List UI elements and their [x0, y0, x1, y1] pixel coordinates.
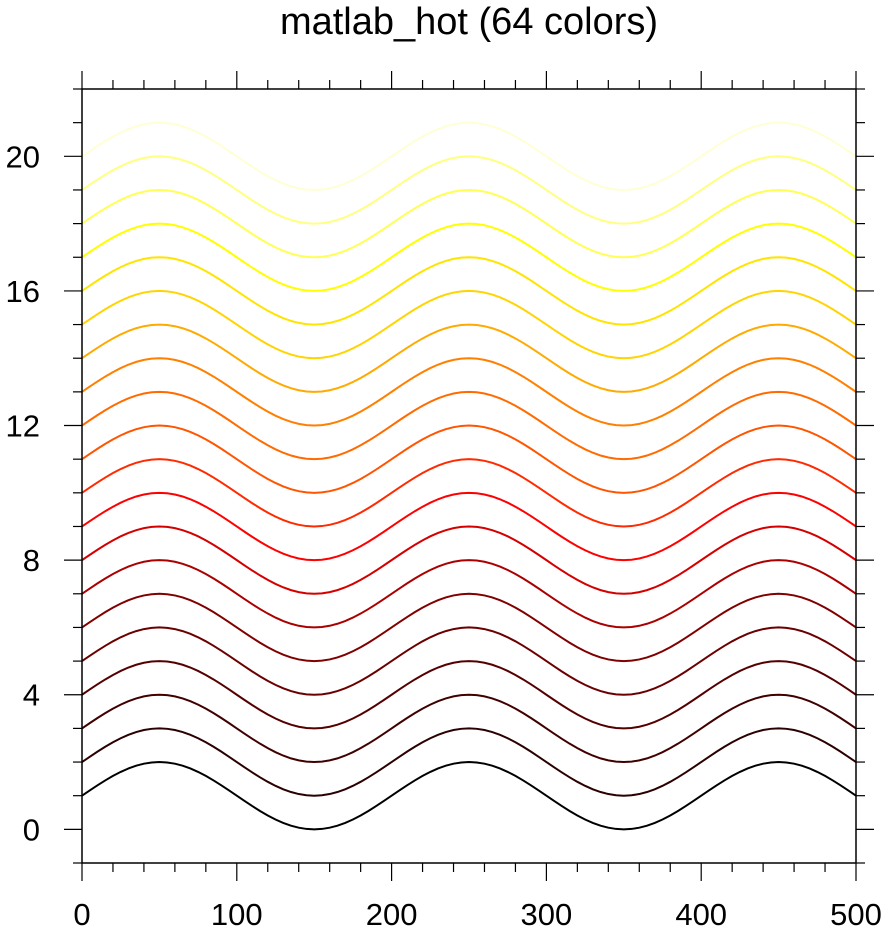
- x-tick-label: 0: [73, 897, 90, 932]
- x-tick-label: 400: [675, 897, 727, 932]
- x-tick-label: 100: [211, 897, 263, 932]
- y-tick-label: 16: [6, 274, 40, 309]
- y-tick-label: 4: [23, 678, 40, 713]
- axes-layer: 0 100 200 300 400 500 0 4 8 12 16 20: [6, 71, 882, 932]
- series-line-4: [81, 626, 857, 696]
- series-line-15: [81, 256, 857, 326]
- plot-frame: [81, 88, 857, 864]
- series-line-6: [81, 559, 857, 629]
- y-tick-label: 12: [6, 409, 40, 444]
- chart-title: matlab_hot (64 colors): [280, 1, 658, 43]
- series-line-9: [81, 458, 857, 528]
- x-tick-label: 200: [366, 897, 418, 932]
- series-line-12: [81, 357, 857, 427]
- x-tick-label: 500: [830, 897, 882, 932]
- y-tick-label: 20: [6, 139, 40, 174]
- series-line-8: [81, 491, 857, 562]
- series-line-10: [81, 424, 857, 494]
- series-line-19: [81, 121, 857, 191]
- series-line-17: [81, 188, 857, 259]
- series-line-5: [81, 592, 857, 663]
- series-line-3: [81, 660, 857, 730]
- series-line-2: [81, 693, 857, 764]
- series-line-14: [81, 289, 857, 360]
- series-line-18: [81, 155, 857, 225]
- y-tick-label: 0: [23, 812, 40, 847]
- series-line-16: [81, 222, 857, 292]
- series-line-0: [81, 761, 857, 831]
- series-line-7: [81, 525, 857, 595]
- series-line-1: [81, 727, 857, 797]
- series-line-13: [81, 323, 857, 393]
- x-tick-label: 300: [521, 897, 573, 932]
- y-tick-label: 8: [23, 543, 40, 578]
- series-layer: [81, 121, 857, 831]
- series-line-11: [81, 390, 857, 461]
